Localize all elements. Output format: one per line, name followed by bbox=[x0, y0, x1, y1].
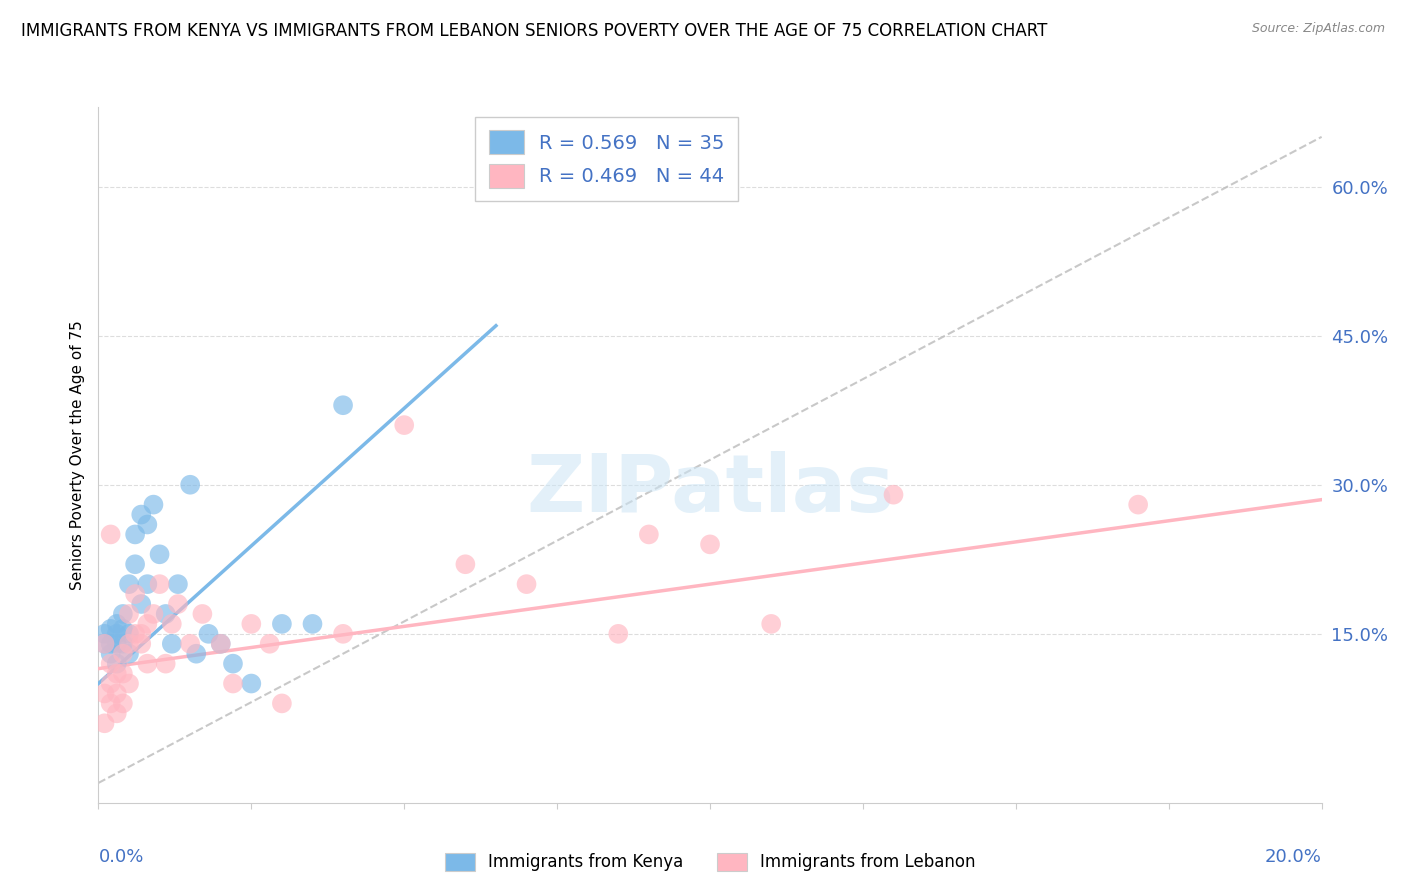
Point bbox=[118, 607, 141, 621]
Point bbox=[105, 686, 128, 700]
Point bbox=[118, 627, 141, 641]
Point bbox=[136, 577, 159, 591]
Point bbox=[118, 637, 141, 651]
Point bbox=[100, 676, 122, 690]
Text: ZIPatlas: ZIPatlas bbox=[526, 450, 894, 529]
Point bbox=[111, 697, 134, 711]
Point bbox=[111, 637, 134, 651]
Point bbox=[759, 616, 782, 631]
Point bbox=[93, 637, 115, 651]
Point bbox=[209, 637, 232, 651]
Point bbox=[222, 657, 245, 671]
Point bbox=[209, 637, 232, 651]
Point bbox=[124, 558, 146, 572]
Point bbox=[607, 627, 630, 641]
Point bbox=[155, 657, 177, 671]
Point bbox=[155, 607, 177, 621]
Point bbox=[93, 686, 115, 700]
Point bbox=[883, 488, 905, 502]
Point bbox=[167, 577, 190, 591]
Point bbox=[149, 547, 172, 561]
Point bbox=[100, 637, 122, 651]
Point bbox=[118, 647, 141, 661]
Point bbox=[637, 527, 661, 541]
Point bbox=[699, 537, 721, 551]
Point bbox=[516, 577, 538, 591]
Point bbox=[142, 607, 165, 621]
Point bbox=[301, 616, 323, 631]
Point bbox=[259, 637, 281, 651]
Point bbox=[124, 527, 146, 541]
Point bbox=[179, 477, 201, 491]
Point bbox=[240, 676, 263, 690]
Point bbox=[160, 637, 183, 651]
Text: 0.0%: 0.0% bbox=[98, 847, 143, 865]
Text: Source: ZipAtlas.com: Source: ZipAtlas.com bbox=[1251, 22, 1385, 36]
Point bbox=[93, 716, 115, 731]
Point bbox=[186, 647, 208, 661]
Point bbox=[454, 558, 477, 572]
Point bbox=[111, 607, 134, 621]
Point bbox=[105, 706, 128, 721]
Point bbox=[111, 666, 134, 681]
Point bbox=[124, 587, 146, 601]
Point bbox=[105, 627, 128, 641]
Legend: Immigrants from Kenya, Immigrants from Lebanon: Immigrants from Kenya, Immigrants from L… bbox=[439, 846, 981, 878]
Point bbox=[118, 676, 141, 690]
Point bbox=[129, 597, 152, 611]
Point bbox=[167, 597, 190, 611]
Point bbox=[111, 647, 134, 661]
Point bbox=[100, 527, 122, 541]
Point bbox=[136, 657, 159, 671]
Point bbox=[240, 616, 263, 631]
Point bbox=[129, 508, 152, 522]
Y-axis label: Seniors Poverty Over the Age of 75: Seniors Poverty Over the Age of 75 bbox=[69, 320, 84, 590]
Text: 20.0%: 20.0% bbox=[1265, 847, 1322, 865]
Point bbox=[191, 607, 214, 621]
Point bbox=[100, 622, 122, 636]
Point bbox=[93, 627, 115, 641]
Point bbox=[332, 627, 354, 641]
Point bbox=[222, 676, 245, 690]
Point bbox=[136, 517, 159, 532]
Point bbox=[142, 498, 165, 512]
Point bbox=[105, 666, 128, 681]
Point bbox=[100, 657, 122, 671]
Point bbox=[124, 627, 146, 641]
Point bbox=[1128, 498, 1150, 512]
Point bbox=[332, 398, 354, 412]
Point bbox=[197, 627, 219, 641]
Point bbox=[105, 616, 128, 631]
Point bbox=[105, 637, 128, 651]
Point bbox=[149, 577, 172, 591]
Point bbox=[136, 616, 159, 631]
Point bbox=[270, 697, 292, 711]
Text: IMMIGRANTS FROM KENYA VS IMMIGRANTS FROM LEBANON SENIORS POVERTY OVER THE AGE OF: IMMIGRANTS FROM KENYA VS IMMIGRANTS FROM… bbox=[21, 22, 1047, 40]
Point bbox=[100, 697, 122, 711]
Point bbox=[105, 657, 128, 671]
Point bbox=[111, 622, 134, 636]
Point bbox=[160, 616, 183, 631]
Point bbox=[129, 637, 152, 651]
Point bbox=[118, 577, 141, 591]
Point bbox=[179, 637, 201, 651]
Point bbox=[93, 637, 115, 651]
Point bbox=[270, 616, 292, 631]
Point bbox=[392, 418, 416, 433]
Point bbox=[129, 627, 152, 641]
Point bbox=[100, 647, 122, 661]
